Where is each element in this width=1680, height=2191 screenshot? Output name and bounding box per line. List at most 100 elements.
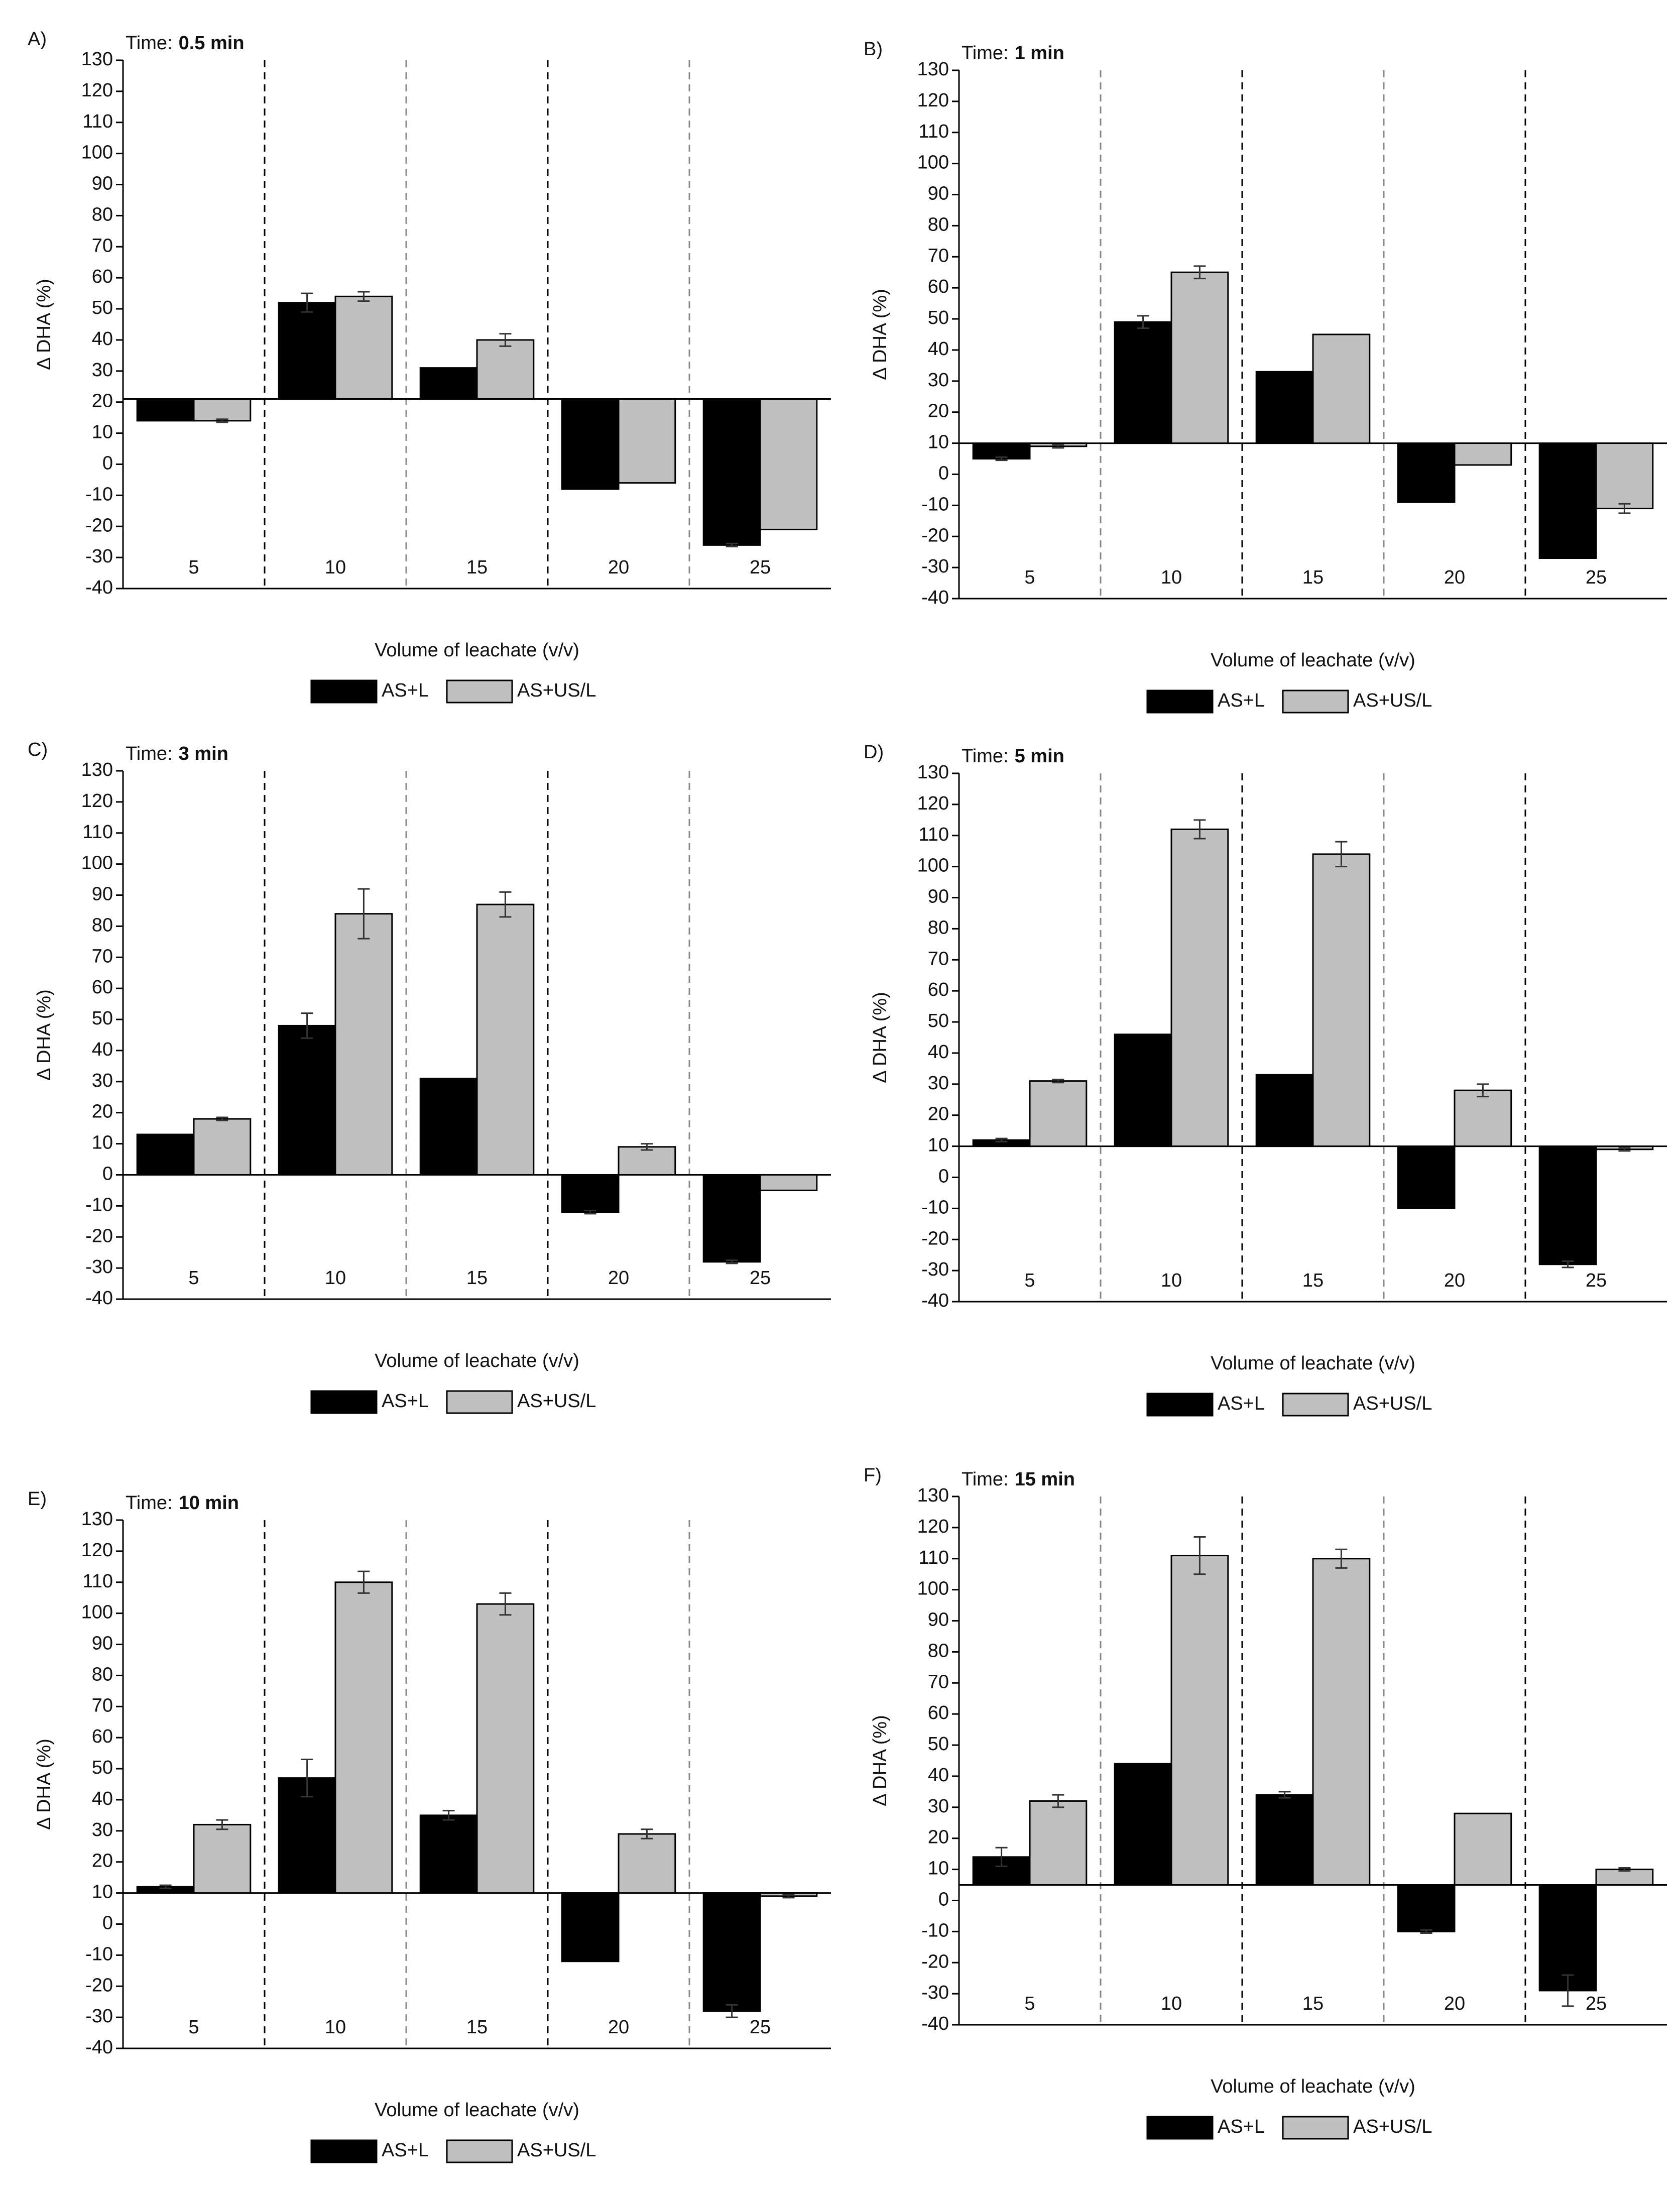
time-label: Time: [962,1469,1009,1490]
panel-label: E) [28,1488,47,1510]
error-bar [995,456,1008,462]
error-bar [1618,1867,1631,1872]
bar [561,398,620,490]
y-tick-label: -20 [85,1975,113,1996]
y-tick-label: 90 [928,886,949,907]
error-bar [1193,265,1206,280]
bar [702,1174,761,1263]
x-tick-label: 10 [325,557,346,578]
error-bar [1137,315,1149,329]
error-bar [1193,819,1206,840]
error-bar [995,1847,1008,1867]
panel: B) Time: 1 min -40 -30 -20 -10 0 10 20 30 40 50 60 70 8… [864,39,1667,714]
y-tick-label: -10 [921,494,949,515]
y-tick-label: 0 [102,453,113,474]
error-bar [301,1012,313,1039]
y-tick-label: 120 [917,90,949,111]
error-bar [1052,444,1064,449]
y-tick-label: 60 [928,276,949,297]
y-tick-label: 70 [92,235,113,256]
x-tick-label: 25 [1586,567,1607,588]
y-tick-label: 20 [92,1101,113,1122]
y-tick-label: 10 [92,1882,113,1903]
y-tick-label: -30 [85,546,113,567]
y-tick-label: 130 [917,59,949,80]
y-tick-label: -30 [921,1259,949,1280]
y-tick-label: 40 [928,338,949,360]
legend-label: AS+US/L [1353,2116,1432,2137]
bar [1114,1033,1172,1147]
bar [1595,442,1654,510]
y-tick-label: 80 [92,914,113,936]
legend-swatch [1146,689,1214,714]
x-tick-label: 25 [1586,1993,1607,2014]
y-tick-label: -10 [921,1920,949,1941]
y-tick-label: 40 [92,1039,113,1060]
legend-swatch [446,1390,513,1414]
error-bar [1278,1791,1291,1799]
legend-swatch [1282,2116,1349,2140]
chart-title: Time: 0.5 min [126,33,245,54]
bar [618,1833,676,1894]
panel: A) Time: 0.5 min -40 -30 -20 -10 0 10 20 30 40 50 60 7… [28,29,831,704]
y-tick-label: 90 [92,884,113,905]
y-tick-label: -30 [921,556,949,577]
x-tick-label: 15 [1302,1270,1324,1291]
y-tick-label: -20 [921,1228,949,1249]
y-tick-label: 30 [92,360,113,381]
bar [1170,1555,1229,1886]
error-bar [1420,1929,1432,1934]
x-tick-label: 5 [1024,1270,1035,1291]
x-tick-label: 25 [1586,1270,1607,1291]
chart-title: Time: 5 min [962,746,1064,767]
y-tick-label: 120 [917,793,949,814]
legend-label: AS+L [1218,1393,1265,1414]
bar [193,1118,252,1176]
bar [1312,333,1371,444]
x-axis-label: Volume of leachate (v/v) [1211,650,1415,671]
time-value: 0.5 min [179,33,245,54]
y-tick-label: 40 [92,328,113,350]
bar [136,398,195,422]
bar [476,339,535,400]
x-tick-label: 25 [750,1267,771,1289]
error-bar [1562,1260,1574,1269]
bar [476,903,535,1176]
x-tick-label: 15 [466,557,488,578]
x-axis-label: Volume of leachate (v/v) [375,2100,579,2121]
time-value: 10 min [179,1492,239,1514]
y-tick-label: 110 [82,1571,113,1592]
time-label: Time: [126,33,173,54]
x-tick-label: 5 [188,2017,199,2038]
x-tick-label: 20 [608,1267,629,1289]
y-tick-label: 90 [92,173,113,194]
y-axis-label: Δ DHA (%) [34,989,55,1081]
y-tick-label: -40 [85,577,113,598]
x-tick-label: 15 [1302,1993,1324,2014]
x-tick-label: 20 [608,557,629,578]
legend-swatch [1146,1393,1214,1417]
error-bar [641,1828,653,1839]
y-tick-label: 130 [81,1509,113,1530]
x-axis-label: Volume of leachate (v/v) [375,1350,579,1371]
legend-label: AS+US/L [1353,1393,1432,1414]
y-tick-label: 90 [928,183,949,204]
y-tick-label: 0 [938,1166,949,1187]
x-axis-label: Volume of leachate (v/v) [375,640,579,661]
error-bar [995,1137,1008,1142]
bar [278,302,336,400]
error-bar [216,418,228,423]
y-tick-label: 80 [92,204,113,225]
y-tick-label: 50 [928,307,949,328]
y-tick-label: 0 [102,1913,113,1934]
legend-label: AS+L [382,2140,429,2161]
bar [618,398,676,484]
y-tick-label: 130 [81,49,113,70]
error-bar [301,1758,313,1798]
legend-label: AS+L [382,680,429,701]
y-tick-label: 80 [928,214,949,235]
y-axis-label: Δ DHA (%) [870,1715,891,1806]
y-tick-label: 110 [82,822,113,843]
legend-swatch [310,2139,378,2163]
y-tick-label: 100 [917,152,949,173]
